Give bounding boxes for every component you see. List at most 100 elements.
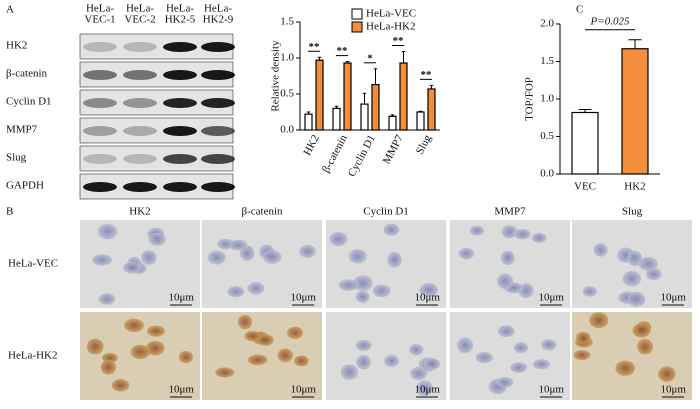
column-header: MMP7 [494,206,526,218]
protein-label: MMP7 [6,124,38,136]
bar [427,88,436,131]
lane-label: HeLa- [86,3,114,15]
panel-label: C [576,4,583,16]
blot-band [201,42,235,52]
cell [501,225,518,239]
cell [178,350,194,364]
cell [410,366,428,381]
cell [227,285,245,298]
bar [399,62,408,131]
bar [332,107,341,131]
blot-band [201,98,235,108]
cell [627,250,643,267]
cell [263,249,282,264]
blot-band [83,126,117,136]
bar [343,62,352,131]
bar [621,48,649,175]
cell [475,351,493,364]
y-axis-label: Relative density [270,40,282,112]
lane-label: HK2-5 [165,14,196,26]
cell [419,283,438,297]
cell [637,338,653,355]
blot-band [163,42,197,52]
blot-band [123,126,157,136]
cell [229,239,248,251]
column-header: β-catenin [241,206,283,218]
lane-label: VEC-2 [124,14,155,26]
x-tick-label: MMP7 [381,133,406,167]
lane-label: HeLa- [166,3,194,15]
cell [638,256,658,271]
bar [371,84,380,131]
y-tick-label: 0.5 [540,130,554,142]
cell [658,366,676,382]
cell [500,250,515,266]
cell [244,330,261,342]
cell [589,312,609,329]
cell [409,344,424,356]
scale-bar-label: 10μm [291,384,317,396]
protein-label: Slug [6,152,27,164]
blot-band [201,154,235,164]
y-tick-label: 1.0 [280,52,294,64]
sig-label: * [367,52,373,64]
scale-bar-label: 10μm [291,292,317,304]
cell [573,350,591,361]
column-header: Slug [622,206,643,218]
blot-band [163,182,197,192]
cell [146,325,165,337]
scale-bar-label: 10μm [415,292,441,304]
bar [416,111,425,131]
cell [86,338,104,355]
row-label: HeLa-VEC [8,258,58,270]
y-tick-label: 1.5 [540,55,554,67]
cell [593,243,608,257]
cell [329,232,348,247]
cell [355,290,370,303]
bar [388,115,397,131]
cell [338,279,359,291]
cell [532,359,551,370]
cell [531,232,547,243]
sig-label: ** [393,35,405,47]
blot-band [123,182,157,192]
column-header: HK2 [129,206,150,218]
cell [615,360,636,376]
blot-band [123,70,157,80]
panel-label: B [6,206,13,218]
cell [424,357,441,370]
cell [294,355,309,367]
cell [247,354,268,366]
cell [122,261,141,274]
blot-band [163,70,197,80]
cell [148,232,166,246]
micrograph [202,220,322,308]
cell [457,337,474,354]
protein-label: GAPDH [6,180,44,192]
bar [360,103,369,131]
cell [575,331,591,344]
cell [645,267,662,281]
legend-swatch [351,8,363,20]
scale-bar-label: 10μm [539,384,565,396]
y-tick-label: 1.5 [280,16,294,28]
y-tick-label: 0.0 [280,124,294,136]
cell [97,223,118,240]
cell [98,293,116,305]
cell [582,286,597,297]
cell [215,367,235,378]
cell [496,376,514,388]
legend-label: HeLa-VEC [366,8,416,20]
sig-label: ** [309,41,321,53]
cell [513,342,529,354]
bar [315,59,324,131]
scale-bar-label: 10μm [661,384,687,396]
cell [207,250,226,265]
blot-band [83,154,117,164]
column-header: Cyclin D1 [363,206,409,218]
row-label: HeLa-HK2 [8,350,57,362]
blot-band [123,42,157,52]
cell [257,334,274,346]
sig-label: ** [337,45,349,57]
